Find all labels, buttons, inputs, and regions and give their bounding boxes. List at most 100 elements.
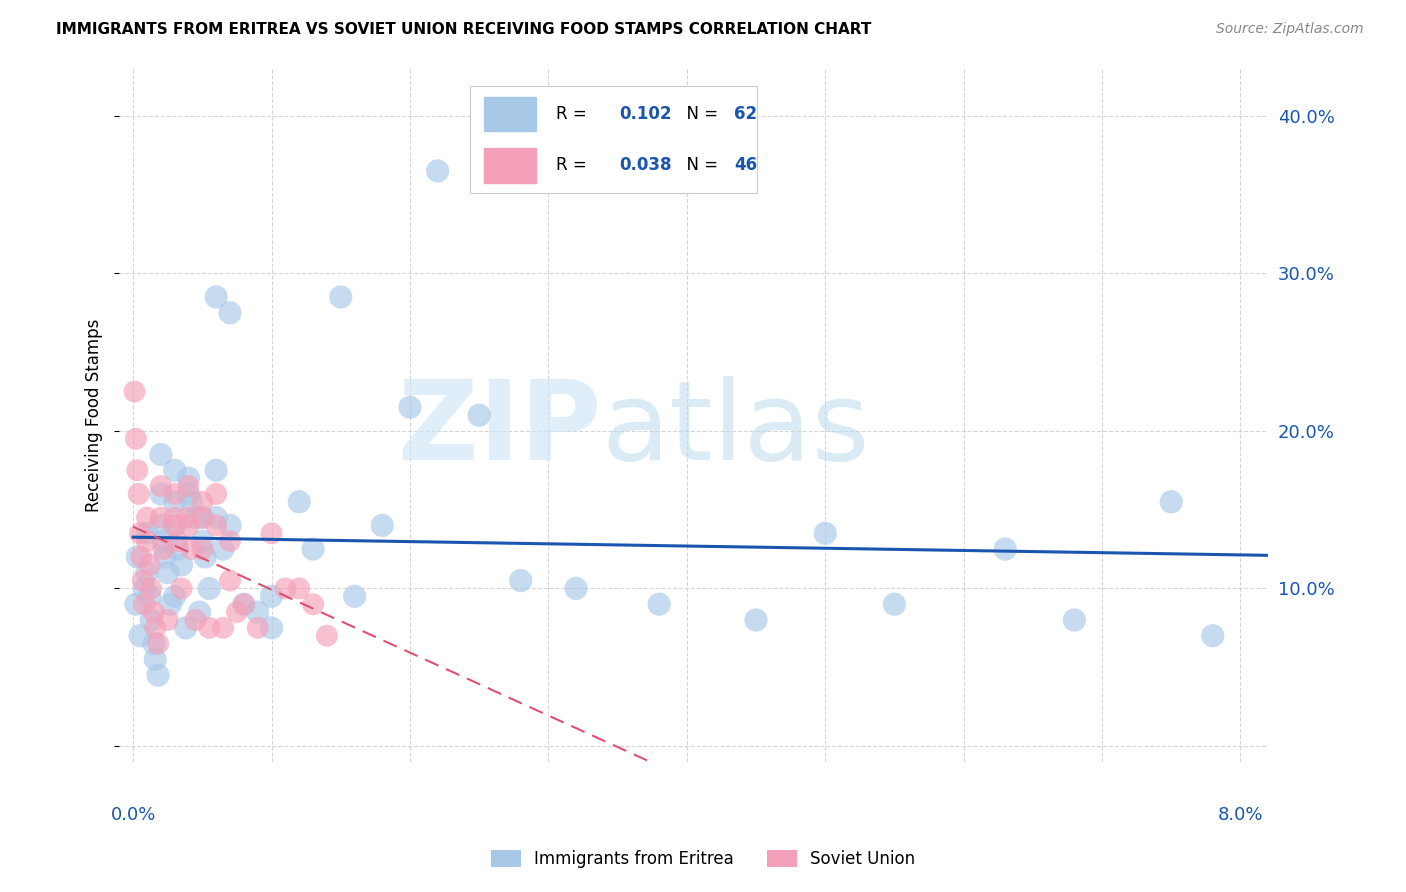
Point bbox=[198, 621, 221, 635]
Point bbox=[288, 495, 311, 509]
Point bbox=[184, 613, 207, 627]
Point bbox=[246, 605, 269, 619]
Text: 0.0%: 0.0% bbox=[111, 805, 156, 824]
Point bbox=[316, 629, 339, 643]
Point bbox=[205, 463, 228, 477]
Point bbox=[138, 558, 160, 572]
Point bbox=[288, 582, 311, 596]
Point bbox=[163, 518, 186, 533]
Y-axis label: Receiving Food Stamps: Receiving Food Stamps bbox=[86, 318, 103, 512]
Point bbox=[139, 613, 162, 627]
Point bbox=[153, 549, 176, 564]
Point bbox=[371, 518, 394, 533]
Point bbox=[745, 613, 768, 627]
Point bbox=[132, 574, 155, 588]
Point bbox=[246, 621, 269, 635]
Point bbox=[124, 384, 146, 399]
Point bbox=[226, 605, 249, 619]
Point bbox=[142, 605, 165, 619]
Text: 8.0%: 8.0% bbox=[1218, 805, 1263, 824]
Point bbox=[149, 510, 172, 524]
Point bbox=[814, 526, 837, 541]
Point bbox=[191, 510, 214, 524]
Point bbox=[212, 542, 235, 557]
Point bbox=[343, 590, 366, 604]
Point bbox=[177, 510, 200, 524]
Point bbox=[219, 574, 242, 588]
Text: IMMIGRANTS FROM ERITREA VS SOVIET UNION RECEIVING FOOD STAMPS CORRELATION CHART: IMMIGRANTS FROM ERITREA VS SOVIET UNION … bbox=[56, 22, 872, 37]
Text: atlas: atlas bbox=[602, 376, 870, 483]
Point bbox=[136, 566, 159, 580]
Point bbox=[205, 518, 228, 533]
Point bbox=[142, 637, 165, 651]
Point bbox=[163, 487, 186, 501]
Point bbox=[177, 487, 200, 501]
Point bbox=[180, 495, 202, 509]
Point bbox=[180, 542, 202, 557]
Point bbox=[232, 597, 254, 611]
Point bbox=[152, 534, 174, 549]
Point bbox=[188, 605, 211, 619]
Point bbox=[994, 542, 1017, 557]
Point bbox=[127, 463, 149, 477]
Point bbox=[152, 542, 174, 557]
Point bbox=[131, 549, 153, 564]
Point bbox=[156, 613, 179, 627]
Point bbox=[128, 487, 150, 501]
Point bbox=[191, 495, 214, 509]
Point bbox=[134, 582, 156, 596]
Point bbox=[191, 510, 214, 524]
Point bbox=[191, 542, 214, 557]
Point bbox=[136, 534, 159, 549]
Point bbox=[170, 582, 193, 596]
Point bbox=[1202, 629, 1225, 643]
Point bbox=[143, 652, 166, 666]
Point bbox=[143, 621, 166, 635]
Point bbox=[205, 290, 228, 304]
Point bbox=[302, 542, 325, 557]
Point bbox=[883, 597, 905, 611]
Point bbox=[134, 597, 156, 611]
Point bbox=[219, 534, 242, 549]
Point bbox=[1063, 613, 1085, 627]
Text: ZIP: ZIP bbox=[398, 376, 602, 483]
Point bbox=[149, 448, 172, 462]
Point bbox=[205, 487, 228, 501]
Point bbox=[163, 463, 186, 477]
Point bbox=[399, 401, 422, 415]
Point bbox=[129, 629, 152, 643]
Point bbox=[146, 668, 169, 682]
Text: Source: ZipAtlas.com: Source: ZipAtlas.com bbox=[1216, 22, 1364, 37]
Point bbox=[136, 510, 159, 524]
Point bbox=[129, 526, 152, 541]
Point bbox=[302, 597, 325, 611]
Point bbox=[212, 621, 235, 635]
Point bbox=[198, 582, 221, 596]
Point bbox=[156, 566, 179, 580]
Point bbox=[146, 637, 169, 651]
Point bbox=[232, 597, 254, 611]
Point bbox=[127, 549, 149, 564]
Point bbox=[219, 518, 242, 533]
Point bbox=[426, 164, 449, 178]
Point bbox=[260, 590, 283, 604]
Point bbox=[138, 590, 160, 604]
Point bbox=[177, 518, 200, 533]
Legend: Immigrants from Eritrea, Soviet Union: Immigrants from Eritrea, Soviet Union bbox=[484, 843, 922, 875]
Point bbox=[163, 518, 186, 533]
Point bbox=[149, 518, 172, 533]
Point bbox=[260, 526, 283, 541]
Point bbox=[136, 526, 159, 541]
Point bbox=[260, 621, 283, 635]
Point bbox=[194, 549, 217, 564]
Point bbox=[163, 590, 186, 604]
Point bbox=[468, 408, 491, 422]
Point bbox=[205, 510, 228, 524]
Point bbox=[565, 582, 588, 596]
Point bbox=[648, 597, 671, 611]
Point bbox=[219, 306, 242, 320]
Point bbox=[166, 542, 188, 557]
Point bbox=[509, 574, 531, 588]
Point bbox=[191, 534, 214, 549]
Point bbox=[163, 510, 186, 524]
